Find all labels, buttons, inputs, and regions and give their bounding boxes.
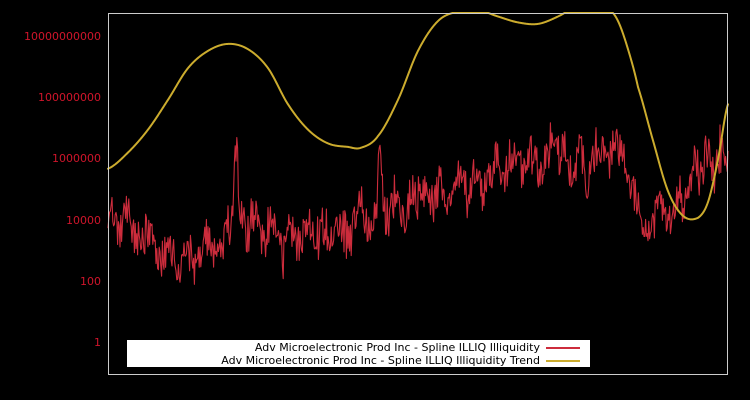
axes-frame bbox=[108, 13, 728, 375]
ytick-label-1e10: 10000000000 bbox=[24, 30, 101, 43]
ytick-label-100: 100 bbox=[80, 275, 101, 288]
legend-line-sample-trend bbox=[546, 359, 580, 362]
legend-line-sample-illiquidity bbox=[546, 346, 580, 349]
legend-label-trend: Adv Microelectronic Prod Inc - Spline IL… bbox=[221, 353, 540, 367]
series-layer bbox=[107, 12, 729, 285]
ytick-label-1e6: 1000000 bbox=[52, 152, 101, 165]
ytick-label-1e8: 100000000 bbox=[38, 91, 101, 104]
legend-label-illiquidity: Adv Microelectronic Prod Inc - Spline IL… bbox=[254, 340, 540, 354]
chart-legend: Adv Microelectronic Prod Inc - Spline IL… bbox=[127, 340, 590, 367]
series-line-trend bbox=[107, 12, 729, 221]
legend-entry-trend: Adv Microelectronic Prod Inc - Spline IL… bbox=[127, 354, 590, 367]
ytick-label-1: 1 bbox=[94, 336, 101, 349]
legend-entry-illiquidity: Adv Microelectronic Prod Inc - Spline IL… bbox=[127, 341, 590, 354]
series-line-illiquidity bbox=[107, 122, 729, 285]
ytick-label-1e4: 10000 bbox=[66, 214, 101, 227]
